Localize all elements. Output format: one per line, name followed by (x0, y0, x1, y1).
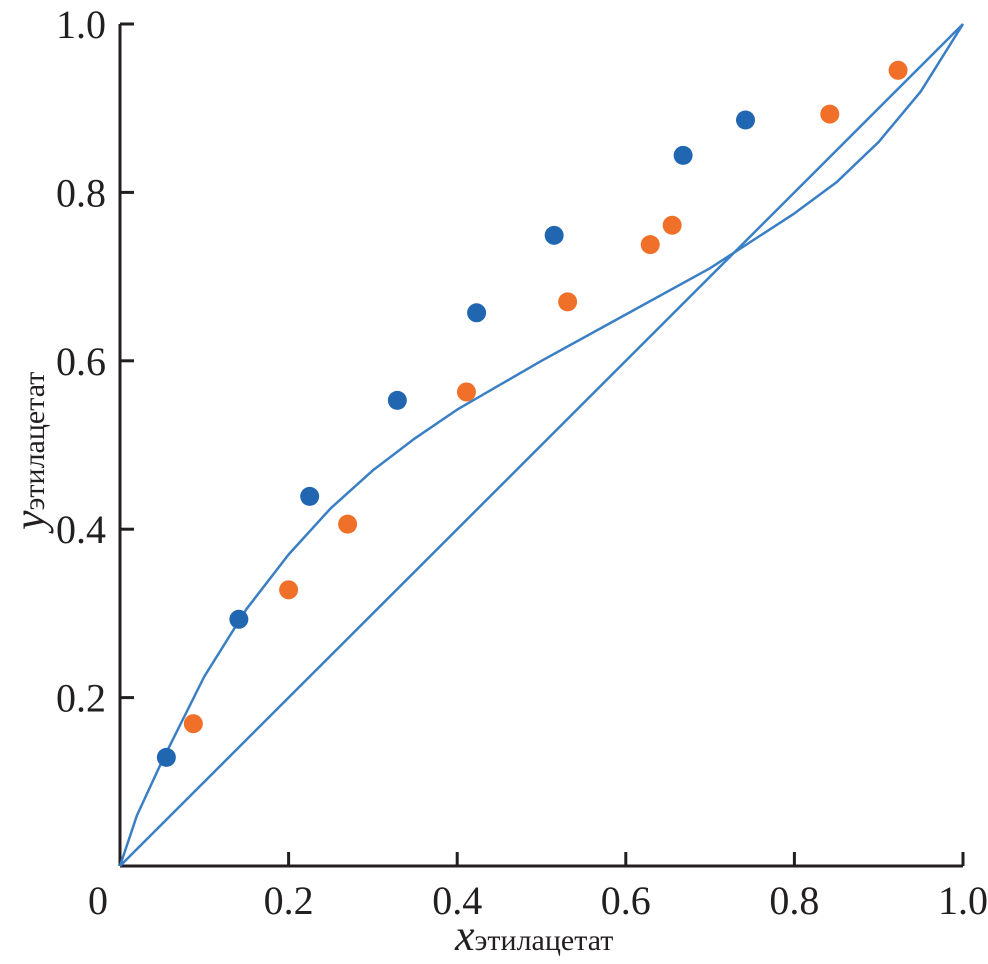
series2-point (456, 382, 476, 402)
y-axis-label: yэтилацетат (5, 372, 54, 534)
series1-point (156, 747, 176, 767)
axes (118, 24, 963, 868)
series1-point (544, 225, 564, 245)
series1-point (229, 609, 249, 629)
y-tick-label: 1.0 (56, 2, 106, 47)
series2-point (640, 235, 660, 255)
series2-point (338, 514, 358, 534)
series1-point (387, 390, 407, 410)
equilibrium-curve-line (118, 23, 965, 867)
x-tick-label: 0.4 (432, 878, 482, 923)
series2-point (279, 580, 299, 600)
x-axis-label: xэтилацетат (454, 911, 613, 960)
y-tick-label: 0.4 (56, 507, 106, 552)
series1-point (467, 303, 487, 323)
x-tick-label: 0.6 (601, 878, 651, 923)
x-tick-label: 1.0 (938, 878, 988, 923)
series1-point (300, 486, 320, 506)
series1-point (736, 110, 756, 130)
y-tick-label: 0.8 (56, 170, 106, 215)
x-tick-label: 0.2 (264, 878, 314, 923)
ticks: 0 0.2 0.4 0.6 0.8 1.0 0.2 0.4 0.6 0.8 1.0 (56, 2, 988, 923)
y-tick-label: 0.2 (56, 676, 106, 721)
points (156, 60, 908, 767)
x-tick-label: 0.8 (769, 878, 819, 923)
series2-point (662, 215, 682, 235)
series2-point (820, 104, 840, 124)
y-tick-label: 0.6 (56, 339, 106, 384)
lines (118, 23, 965, 867)
series1-point (673, 145, 693, 165)
series2-point (888, 60, 908, 80)
series2-point (558, 292, 578, 312)
diagonal-line (119, 23, 964, 867)
series2-point (183, 714, 203, 734)
x-tick-label: 0 (88, 878, 108, 923)
